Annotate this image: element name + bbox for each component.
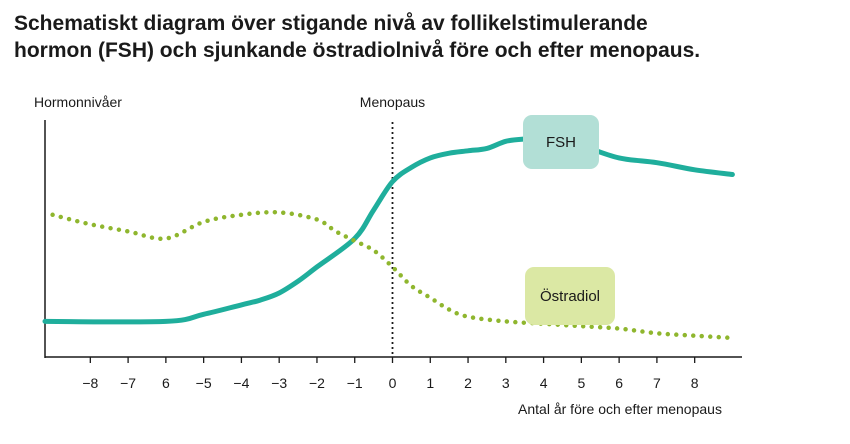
axes-group	[44, 120, 742, 358]
chart-title: Schematiskt diagram över stigande nivå a…	[14, 10, 814, 64]
x-ticks-group: −8 −7 6 −5 −4 −3 −2 −1 0 1 2 3 4 5 6 7 8	[82, 357, 699, 391]
labels-group: Hormonnivåer Antal år före och efter meno…	[34, 94, 722, 417]
x-axis-label: Antal år före och efter menopaus	[518, 401, 722, 417]
x-tick-label: 2	[464, 375, 472, 391]
x-tick-label: 8	[691, 375, 699, 391]
x-tick-label: 7	[653, 375, 661, 391]
x-tick-label: 3	[502, 375, 510, 391]
x-tick-label: −3	[271, 375, 287, 391]
x-tick-label: 6	[615, 375, 623, 391]
x-tick-label: 6	[162, 375, 170, 391]
chart-title-line-1: Schematiskt diagram över stigande nivå a…	[14, 12, 648, 35]
x-tick-label: −2	[309, 375, 325, 391]
ostradiol-series-line	[50, 209, 735, 341]
x-tick-label: −7	[120, 375, 136, 391]
x-tick-label: −5	[196, 375, 212, 391]
x-tick-label: 0	[389, 375, 397, 391]
ostradiol-label-box	[525, 267, 615, 325]
x-tick-label: 1	[426, 375, 434, 391]
x-tick-label: −1	[347, 375, 363, 391]
menopause-label: Menopaus	[360, 94, 425, 110]
chart-title-line-2: hormon (FSH) och sjunkande östradiolnivå…	[14, 39, 701, 62]
x-tick-label: −8	[82, 375, 98, 391]
series-group	[42, 135, 735, 341]
y-axis-label: Hormonnivåer	[34, 94, 122, 110]
ostradiol-label: Östradiol	[540, 287, 600, 305]
x-tick-label: 5	[577, 375, 585, 391]
fsh-label-box	[523, 115, 599, 169]
x-tick-label: 4	[540, 375, 548, 391]
fsh-series-line	[42, 135, 735, 325]
fsh-label: FSH	[546, 134, 576, 151]
x-tick-label: −4	[233, 375, 249, 391]
